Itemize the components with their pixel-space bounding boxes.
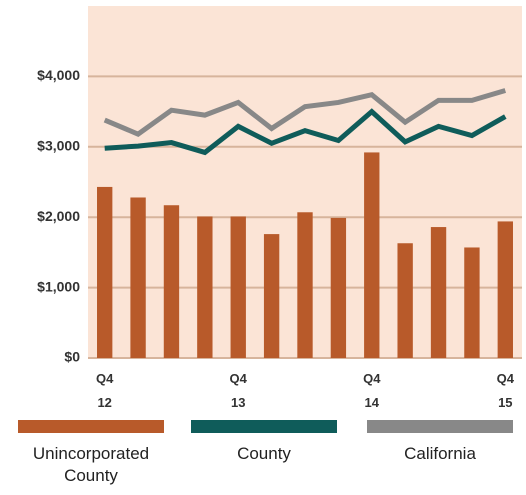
bar <box>263 234 280 358</box>
bar <box>330 217 347 358</box>
line <box>104 108 507 156</box>
legend-label: Unincorporated County <box>32 444 150 485</box>
x-tick-label: Q4 13 <box>230 371 248 410</box>
y-tick-label: $4,000 <box>37 67 80 83</box>
y-tick-label: $2,000 <box>37 208 80 224</box>
x-tick-label: Q4 12 <box>96 371 114 410</box>
legend-swatch <box>191 420 337 433</box>
bar <box>163 205 180 358</box>
y-tick-label: $3,000 <box>37 138 80 154</box>
bar <box>197 216 213 358</box>
legend-label: County <box>237 444 291 463</box>
legend-label: California <box>404 444 476 463</box>
bar <box>130 197 146 358</box>
bar <box>397 243 413 358</box>
bar <box>364 152 380 358</box>
bar <box>497 221 513 358</box>
legend-item: California <box>367 420 513 465</box>
legend-item: County <box>191 420 337 465</box>
bar <box>430 227 447 358</box>
legend-swatch <box>18 420 164 433</box>
y-tick-label: $0 <box>64 349 80 365</box>
bar <box>97 186 113 358</box>
bar <box>230 216 246 358</box>
x-tick-label: Q4 15 <box>497 371 515 410</box>
y-tick-label: $1,000 <box>37 278 80 294</box>
legend-swatch <box>367 420 513 433</box>
legend-item: Unincorporated County <box>18 420 164 487</box>
bar <box>464 247 480 358</box>
plot: $0 $1,000 $2,000 $3,000 $4,000 Q4 12 Q4 13 Q4 14 Q4… <box>37 6 522 410</box>
line <box>103 88 507 137</box>
x-tick-label: Q4 14 <box>363 371 381 410</box>
bar <box>297 212 313 358</box>
